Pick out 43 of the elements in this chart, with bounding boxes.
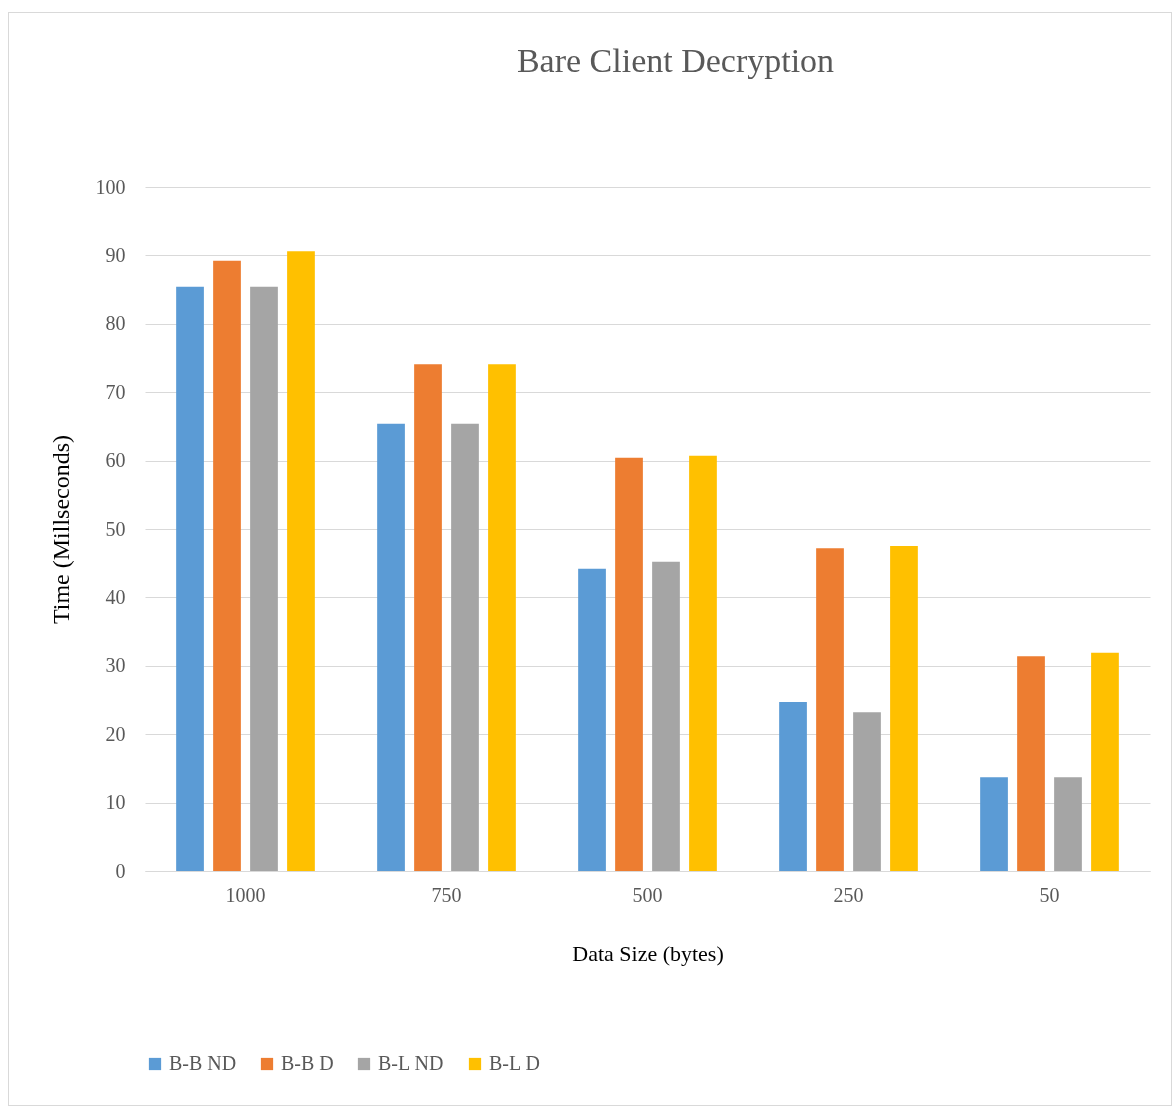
y-tick-label: 50	[105, 517, 126, 540]
y-tick-label: 10	[105, 791, 126, 814]
bar	[615, 457, 643, 871]
bar	[287, 251, 315, 871]
y-tick-label: 40	[105, 585, 126, 608]
y-tick-label: 70	[105, 380, 126, 403]
bar	[250, 286, 278, 871]
x-tick-label: 250	[833, 883, 864, 906]
bar	[779, 702, 807, 871]
bar	[488, 364, 516, 871]
bar	[853, 712, 881, 871]
bar	[689, 455, 717, 871]
bar	[1054, 777, 1082, 871]
y-tick-label: 90	[105, 243, 126, 266]
bar	[377, 423, 405, 871]
legend-label: B-L D	[489, 1052, 540, 1074]
y-axis-title: Time (Millseconds)	[47, 434, 74, 625]
bar	[578, 568, 606, 871]
bar	[414, 364, 442, 871]
bar	[816, 548, 844, 871]
y-tick-label: 30	[105, 654, 126, 677]
y-tick-label: 0	[115, 859, 126, 882]
x-axis-title: Data Size (bytes)	[572, 940, 724, 966]
bar	[176, 286, 204, 871]
legend-label: B-B D	[281, 1052, 334, 1074]
bar	[980, 777, 1008, 871]
x-tick-label: 750	[431, 883, 462, 906]
y-tick-label: 60	[105, 449, 126, 472]
bar	[652, 561, 680, 871]
legend-label: B-B ND	[169, 1052, 237, 1074]
y-tick-label: 100	[95, 175, 126, 198]
bar	[1017, 656, 1045, 871]
y-tick-label: 20	[105, 722, 126, 745]
bar	[451, 423, 479, 871]
bar	[213, 260, 241, 871]
x-tick-label: 1000	[225, 883, 266, 906]
bar	[890, 546, 918, 871]
y-tick-label: 80	[105, 312, 126, 335]
chart-title: Bare Client Decryption	[516, 42, 835, 79]
x-tick-label: 50	[1039, 883, 1060, 906]
x-tick-label: 500	[632, 883, 663, 906]
bar	[1091, 652, 1119, 871]
legend-label: B-L ND	[378, 1052, 444, 1074]
